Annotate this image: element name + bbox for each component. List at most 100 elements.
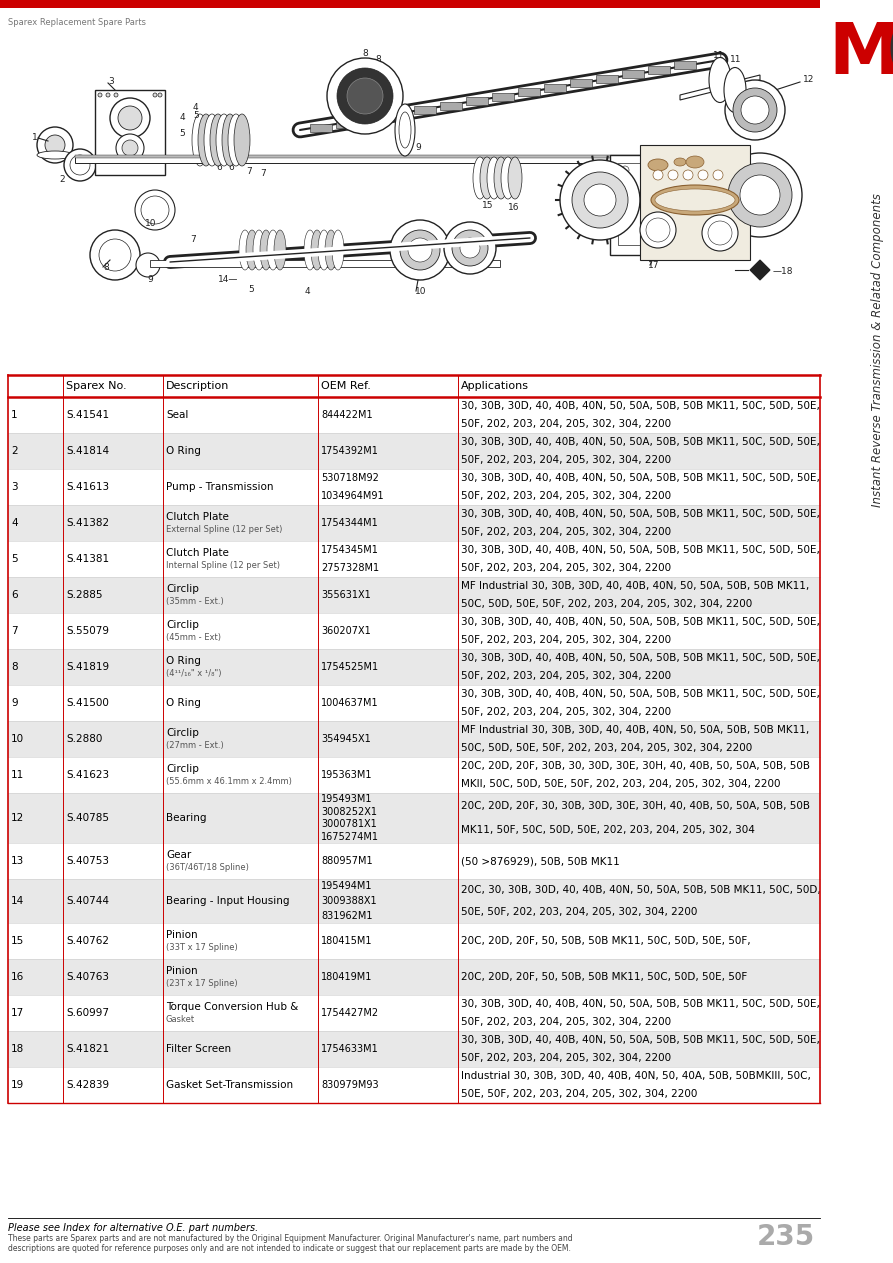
- Bar: [362, 115, 384, 123]
- Circle shape: [122, 140, 138, 157]
- Text: 4: 4: [11, 518, 18, 528]
- Circle shape: [98, 93, 102, 97]
- Ellipse shape: [724, 67, 746, 112]
- Circle shape: [106, 93, 110, 97]
- Text: 13: 13: [630, 163, 641, 172]
- Bar: [8, 649, 820, 685]
- Text: (55.6mm x 46.1mm x 2.4mm): (55.6mm x 46.1mm x 2.4mm): [166, 777, 292, 786]
- Text: 14—: 14—: [218, 275, 238, 284]
- Text: 20C, 20D, 20F, 30B, 30, 30D, 30E, 30H, 40, 40B, 50, 50A, 50B, 50B: 20C, 20D, 20F, 30B, 30, 30D, 30E, 30H, 4…: [461, 762, 810, 770]
- Circle shape: [728, 163, 792, 227]
- Text: Circlip: Circlip: [166, 584, 199, 594]
- Text: Instant Reverse Transmission & Relatad Components: Instant Reverse Transmission & Relatad C…: [871, 193, 883, 506]
- Text: 05: 05: [886, 20, 893, 88]
- Ellipse shape: [274, 230, 286, 270]
- Text: 1754427M2: 1754427M2: [321, 1008, 380, 1018]
- Bar: [95, 90, 165, 176]
- Text: MF Industrial 30, 30B, 30D, 40, 40B, 40N, 50, 50A, 50B, 50B MK11,: MF Industrial 30, 30B, 30D, 40, 40B, 40N…: [461, 581, 809, 591]
- Text: 12: 12: [11, 813, 24, 823]
- Text: 1754345M1: 1754345M1: [321, 546, 379, 554]
- Text: 30, 30B, 30D, 40, 40B, 40N, 50, 50A, 50B, 50B MK11, 50C, 50D, 50E,: 30, 30B, 30D, 40, 40B, 40N, 50, 50A, 50B…: [461, 509, 820, 519]
- Circle shape: [135, 189, 175, 230]
- Text: 1: 1: [32, 134, 38, 143]
- Text: O Ring: O Ring: [166, 698, 201, 709]
- Text: 30, 30B, 30D, 40, 40B, 40N, 50, 50A, 50B, 50B MK11, 50C, 50D, 50E,: 30, 30B, 30D, 40, 40B, 40N, 50, 50A, 50B…: [461, 653, 820, 663]
- Text: 17: 17: [648, 261, 660, 270]
- Circle shape: [560, 160, 640, 240]
- Text: 530718M92: 530718M92: [321, 474, 379, 482]
- Bar: [0, 0, 820, 8]
- Text: 1754633M1: 1754633M1: [321, 1045, 379, 1055]
- Text: 830979M93: 830979M93: [321, 1080, 379, 1090]
- Bar: [414, 106, 436, 114]
- Text: External Spline (12 per Set): External Spline (12 per Set): [166, 525, 282, 534]
- Text: 50C, 50D, 50E, 50F, 202, 203, 204, 205, 302, 304, 2200: 50C, 50D, 50E, 50F, 202, 203, 204, 205, …: [461, 743, 752, 753]
- Text: 180415M1: 180415M1: [321, 936, 372, 946]
- Text: 30, 30B, 30D, 40, 40B, 40N, 50, 50A, 50B, 50B MK11, 50C, 50D, 50E,: 30, 30B, 30D, 40, 40B, 40N, 50, 50A, 50B…: [461, 400, 820, 410]
- Text: Pump - Transmission: Pump - Transmission: [166, 482, 273, 493]
- Ellipse shape: [198, 114, 214, 165]
- Text: 1754392M1: 1754392M1: [321, 446, 379, 456]
- Bar: [8, 505, 820, 541]
- Text: 50F, 202, 203, 204, 205, 302, 304, 2200: 50F, 202, 203, 204, 205, 302, 304, 2200: [461, 707, 672, 717]
- Circle shape: [665, 188, 673, 196]
- Text: 3: 3: [108, 77, 113, 86]
- Bar: [622, 69, 644, 78]
- Text: 195494M1: 195494M1: [321, 882, 372, 892]
- Text: Torque Conversion Hub &: Torque Conversion Hub &: [166, 1002, 298, 1012]
- Ellipse shape: [246, 230, 258, 270]
- Circle shape: [709, 165, 717, 174]
- Bar: [610, 155, 740, 255]
- Text: 1754344M1: 1754344M1: [321, 518, 379, 528]
- Text: 30, 30B, 30D, 40, 40B, 40N, 50, 50A, 50B, 50B MK11, 50C, 50D, 50E,: 30, 30B, 30D, 40, 40B, 40N, 50, 50A, 50B…: [461, 1034, 820, 1045]
- Ellipse shape: [501, 157, 515, 200]
- Text: 7: 7: [11, 626, 18, 637]
- Text: 5: 5: [179, 129, 185, 138]
- Circle shape: [640, 212, 676, 248]
- Ellipse shape: [395, 104, 415, 157]
- Text: 2: 2: [11, 446, 18, 456]
- Text: 7: 7: [246, 168, 252, 177]
- Text: 3000781X1: 3000781X1: [321, 820, 377, 830]
- Circle shape: [90, 230, 140, 280]
- Circle shape: [687, 165, 695, 174]
- Text: MKII, 50C, 50D, 50E, 50F, 202, 203, 204, 205, 302, 304, 2200: MKII, 50C, 50D, 50E, 50F, 202, 203, 204,…: [461, 779, 780, 789]
- Text: S.40785: S.40785: [66, 813, 109, 823]
- Text: 8: 8: [375, 56, 380, 64]
- Ellipse shape: [508, 157, 522, 200]
- Circle shape: [687, 210, 695, 218]
- Bar: [8, 923, 820, 959]
- Ellipse shape: [192, 114, 208, 165]
- Text: 19: 19: [11, 1080, 24, 1090]
- Circle shape: [621, 165, 629, 174]
- Text: Applications: Applications: [461, 381, 529, 392]
- Text: 10: 10: [11, 734, 24, 744]
- Text: S.41613: S.41613: [66, 482, 109, 493]
- Circle shape: [713, 171, 723, 181]
- Text: S.40762: S.40762: [66, 936, 109, 946]
- Text: 1675274M1: 1675274M1: [321, 832, 379, 841]
- Text: S.41623: S.41623: [66, 770, 109, 781]
- Text: 3: 3: [11, 482, 18, 493]
- Text: 30, 30B, 30D, 40, 40B, 40N, 50, 50A, 50B, 50B MK11, 50C, 50D, 50E,: 30, 30B, 30D, 40, 40B, 40N, 50, 50A, 50B…: [461, 437, 820, 447]
- Text: (35mm - Ext.): (35mm - Ext.): [166, 597, 224, 606]
- Circle shape: [687, 188, 695, 196]
- Text: Bearing: Bearing: [166, 813, 206, 823]
- Circle shape: [649, 184, 681, 216]
- Text: Clutch Plate: Clutch Plate: [166, 512, 229, 522]
- Text: 355631X1: 355631X1: [321, 590, 371, 600]
- Text: S.2880: S.2880: [66, 734, 103, 744]
- Ellipse shape: [686, 157, 704, 168]
- Text: 16: 16: [11, 973, 24, 983]
- Circle shape: [653, 171, 663, 181]
- Polygon shape: [750, 260, 770, 280]
- Text: (45mm - Ext): (45mm - Ext): [166, 633, 221, 642]
- Circle shape: [460, 237, 480, 258]
- Ellipse shape: [253, 230, 265, 270]
- Text: (33T x 17 Spline): (33T x 17 Spline): [166, 943, 238, 952]
- Text: 11: 11: [730, 56, 741, 64]
- Circle shape: [741, 96, 769, 124]
- Bar: [596, 75, 618, 82]
- Text: S.2885: S.2885: [66, 590, 103, 600]
- Text: 12: 12: [803, 76, 814, 85]
